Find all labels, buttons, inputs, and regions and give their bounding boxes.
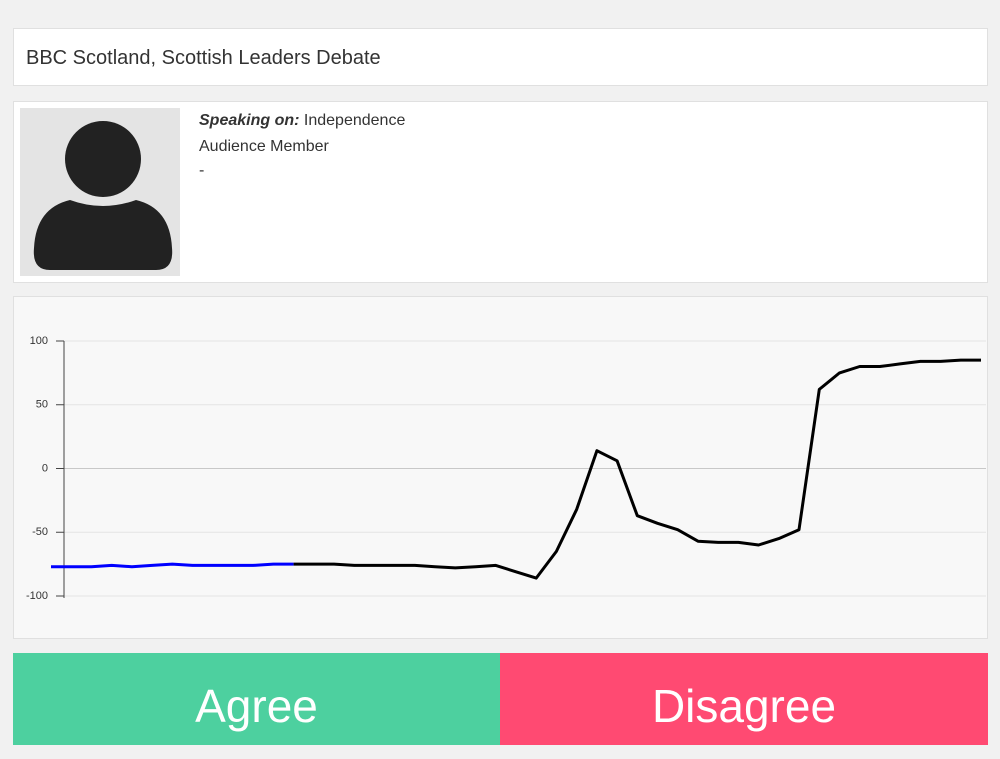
debate-title: BBC Scotland, Scottish Leaders Debate [13, 28, 988, 86]
y-tick-label: -100 [26, 590, 48, 602]
chart: 100 50 0 -50 -100 [26, 335, 986, 602]
agree-button[interactable]: Agree [13, 653, 500, 745]
data-line [293, 358, 981, 580]
y-tick-label: 50 [36, 399, 48, 411]
y-tick-label: 100 [30, 335, 48, 347]
person-icon [33, 121, 173, 270]
topic: Independence [303, 112, 406, 129]
y-tick-label: -50 [32, 526, 48, 538]
topic-line: Speaking on: Independence [199, 112, 405, 130]
data-line [51, 562, 294, 569]
speaker-note: - [199, 162, 205, 179]
speaker-card: Speaking on: Independence Audience Membe… [13, 101, 988, 283]
speaking-on-label: Speaking on: [199, 112, 300, 129]
avatar [20, 108, 180, 276]
disagree-button[interactable]: Disagree [500, 653, 988, 745]
y-tick-label: 0 [42, 462, 48, 474]
speaker-role: Audience Member [199, 138, 329, 155]
chart-panel: 100 50 0 -50 -100 [13, 296, 988, 639]
